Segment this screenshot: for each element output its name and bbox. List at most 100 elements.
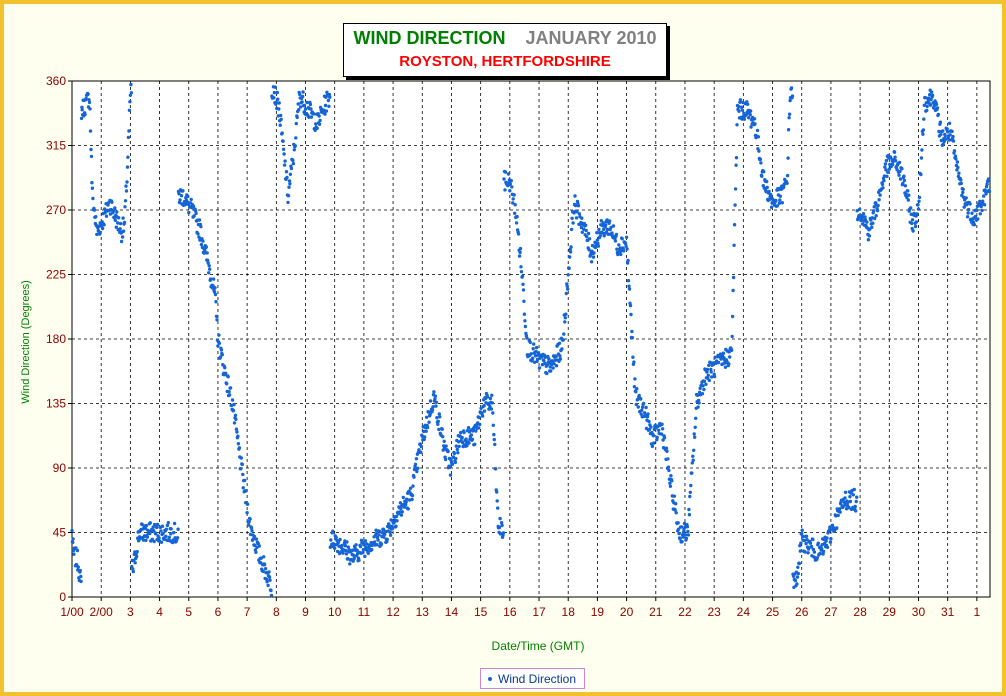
data-point [400, 510, 404, 514]
data-point [913, 224, 918, 229]
data-point [469, 433, 474, 437]
data-point [681, 530, 686, 534]
data-point [98, 232, 102, 236]
data-point [123, 205, 127, 209]
data-point [144, 523, 149, 528]
data-point [632, 385, 637, 389]
data-point [284, 170, 289, 174]
data-point [821, 549, 826, 554]
data-point [214, 300, 218, 304]
data-point [739, 105, 744, 109]
data-point [696, 405, 700, 409]
data-point [758, 157, 763, 161]
data-point [551, 366, 555, 370]
data-point [414, 457, 419, 461]
data-point [922, 117, 926, 121]
data-point [681, 535, 685, 539]
data-point [897, 173, 901, 177]
data-point [677, 531, 681, 536]
y-tick-label: 360 [46, 74, 66, 88]
data-point [358, 544, 363, 549]
data-point [218, 355, 223, 359]
data-point [749, 125, 753, 129]
data-point [126, 155, 130, 159]
data-point [213, 292, 218, 297]
data-point [480, 414, 485, 418]
data-point [249, 526, 254, 530]
data-point [747, 116, 751, 120]
data-point [767, 197, 772, 202]
data-point [411, 484, 415, 488]
data-point [121, 229, 126, 233]
data-point [459, 430, 463, 435]
data-point [413, 462, 418, 466]
data-point [305, 100, 309, 105]
data-point [277, 101, 281, 105]
legend: Wind Direction [480, 668, 585, 689]
data-point [379, 542, 384, 546]
data-point [512, 193, 516, 197]
x-tick-label: 2/00 [90, 605, 114, 619]
data-point [394, 514, 399, 519]
data-point [366, 551, 370, 555]
data-point [857, 207, 862, 211]
data-point [452, 451, 457, 456]
data-point [312, 112, 316, 116]
data-point [402, 505, 406, 509]
data-point [91, 196, 95, 201]
data-point [79, 116, 84, 121]
data-point [914, 220, 919, 224]
data-point [354, 543, 358, 547]
data-point [440, 427, 444, 431]
data-point [285, 175, 289, 180]
data-point [674, 511, 678, 515]
data-point [341, 551, 345, 555]
data-point [915, 212, 919, 216]
data-point [231, 408, 236, 413]
data-point [465, 443, 469, 448]
data-point [176, 527, 180, 531]
data-point [848, 495, 852, 499]
data-point [721, 351, 726, 355]
data-point [269, 588, 273, 593]
data-point [597, 227, 601, 232]
data-point [633, 377, 637, 381]
data-point [307, 115, 311, 119]
data-point [966, 211, 970, 215]
data-point [219, 348, 224, 352]
data-point [954, 157, 958, 161]
data-point [437, 427, 441, 432]
data-point [514, 221, 519, 225]
data-point [838, 510, 842, 514]
data-point [880, 182, 885, 187]
data-point [697, 401, 701, 405]
data-point [399, 506, 403, 511]
data-point [276, 97, 280, 101]
data-point [683, 533, 688, 537]
data-point [732, 223, 737, 227]
data-point [135, 554, 139, 559]
data-point [298, 105, 303, 109]
data-point [254, 550, 258, 554]
data-point [755, 128, 760, 133]
data-point [352, 553, 356, 558]
data-point [277, 107, 281, 111]
data-point [303, 107, 308, 111]
data-point [666, 457, 670, 461]
data-point [301, 90, 305, 94]
data-point [181, 189, 185, 193]
data-point [881, 186, 885, 190]
data-point [731, 288, 735, 293]
data-point [239, 467, 243, 471]
x-tick-label: 20 [620, 605, 634, 619]
data-point [117, 216, 121, 220]
data-point [510, 185, 514, 189]
y-tick-label: 45 [53, 526, 67, 540]
data-point [460, 435, 464, 440]
data-point [228, 386, 233, 390]
data-point [248, 517, 252, 521]
data-point [213, 286, 217, 290]
data-point [415, 469, 419, 474]
data-point [532, 342, 536, 346]
data-point [690, 471, 694, 475]
